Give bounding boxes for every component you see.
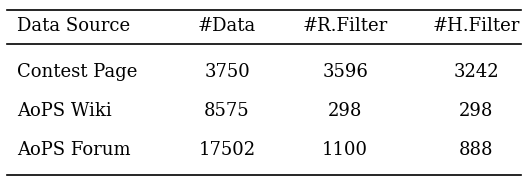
Text: 298: 298 <box>459 102 494 120</box>
Text: 17502: 17502 <box>198 141 255 159</box>
Text: 3750: 3750 <box>204 63 250 81</box>
Text: #H.Filter: #H.Filter <box>433 17 520 35</box>
Text: 3242: 3242 <box>453 63 499 81</box>
Text: 3596: 3596 <box>322 63 368 81</box>
Text: Contest Page: Contest Page <box>17 63 137 81</box>
Text: 1100: 1100 <box>322 141 368 159</box>
Text: 298: 298 <box>328 102 362 120</box>
Text: 888: 888 <box>459 141 494 159</box>
Text: Data Source: Data Source <box>17 17 130 35</box>
Text: AoPS Wiki: AoPS Wiki <box>17 102 112 120</box>
Text: 8575: 8575 <box>204 102 250 120</box>
Text: #Data: #Data <box>198 17 256 35</box>
Text: AoPS Forum: AoPS Forum <box>17 141 131 159</box>
Text: #R.Filter: #R.Filter <box>303 17 388 35</box>
